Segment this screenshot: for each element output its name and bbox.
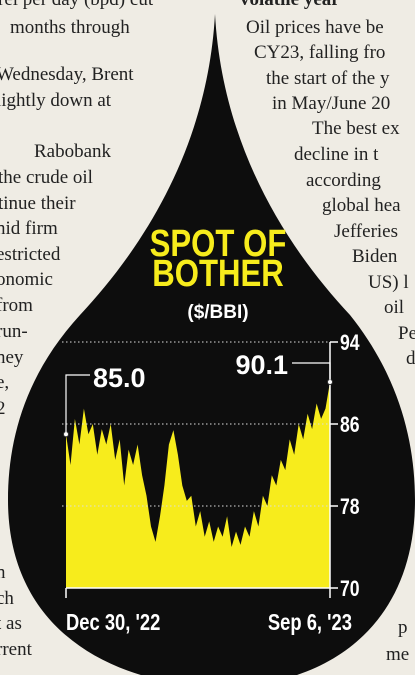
column-text: in May/June 20 [272,93,390,114]
column-text: US) l [368,272,409,293]
column-text: estricted [0,244,61,265]
column-text: according [306,170,381,191]
chart-title-line2: BOTHER [152,253,284,295]
value-label: 90.1 [235,350,288,380]
column-text: The best ex [312,118,400,139]
x-tick-label: Sep 6, '23 [268,610,352,635]
column-text: tinue their [0,193,76,214]
y-tick-label: 94 [340,331,360,355]
column-text: Pe [398,323,415,344]
column-text: lightly down at [0,90,112,111]
column-text: ch [0,588,14,609]
column-text: Biden [352,246,398,267]
column-text: d [406,348,415,369]
column-text: n [0,562,6,583]
column-text: onomic [0,269,53,290]
column-text: Jefferies [334,221,398,242]
column-text: oil [384,297,404,318]
column-text: e, [0,372,9,393]
column-heading: volatile year [240,0,340,10]
column-text: ney [0,347,24,368]
value-label: 85.0 [93,363,146,393]
column-text: the crude oil [0,167,93,188]
chart-subtitle: ($/BBI) [187,302,248,323]
column-text: 2 [0,398,6,419]
y-tick-label: 70 [340,577,360,601]
column-text: the start of the y [266,68,390,89]
column-text: Wednesday, Brent [0,64,134,85]
column-text: global hea [322,195,401,216]
column-text: run- [0,321,28,342]
page: rel per day (bpd) cut months through Wedne… [0,0,415,675]
column-text: me [386,644,409,665]
x-tick-label: Dec 30, '22 [66,610,160,635]
column-text: p [398,617,408,638]
column-text: CY23, falling fro [254,42,385,63]
column-text: months through [10,17,130,38]
y-tick-label: 78 [340,495,360,519]
column-text: nid firm [0,218,58,239]
column-text: rrent [0,639,33,660]
column-text: t as [0,613,22,634]
column-text: rel per day (bpd) cut [0,0,154,10]
column-text: from [0,295,33,316]
column-text: decline in t [294,144,379,165]
column-text: Rabobank [34,141,112,162]
column-text: Oil prices have be [246,17,384,38]
y-tick-label: 86 [340,413,360,437]
